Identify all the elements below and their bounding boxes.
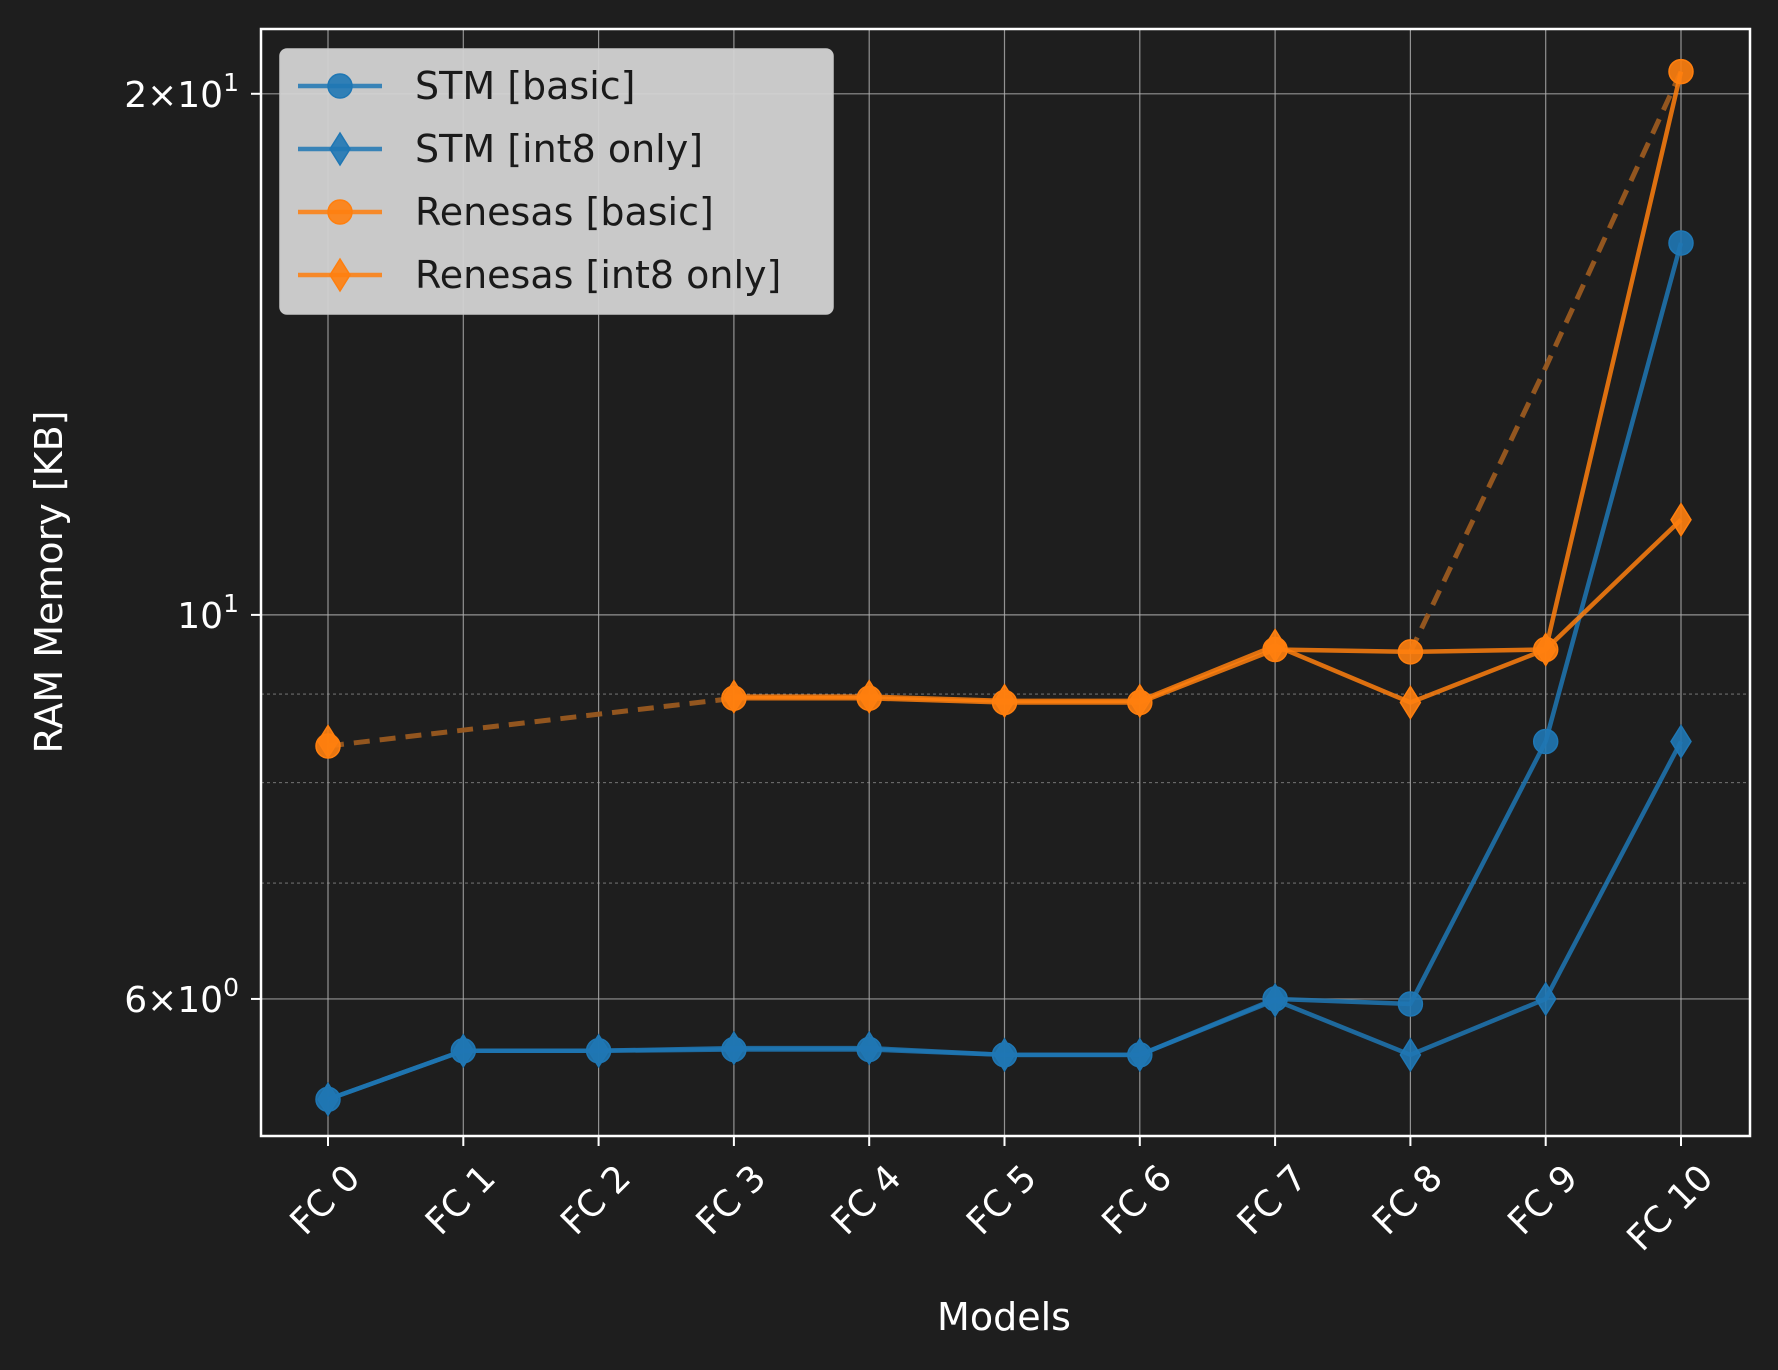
data-point [993,1037,1016,1073]
legend-label: STM [int8 only] [415,127,703,171]
series-renesas-int8-only [317,502,1692,759]
data-point [993,683,1016,719]
x-axis-label: Models [937,1295,1071,1339]
data-point [1128,683,1151,719]
y-tick-label: 6×100 [124,973,239,1021]
legend-marker [327,199,353,225]
data-point [1399,685,1422,720]
legend-label: Renesas [basic] [415,190,714,234]
data-point [317,724,339,759]
data-point [1532,728,1559,755]
data-point [1668,58,1694,85]
data-point [1128,1037,1151,1073]
data-point [452,1033,475,1069]
data-point [723,679,745,715]
legend-marker [329,257,351,293]
legend-entry: STM [basic] [298,64,636,108]
legend-marker [327,73,353,99]
y-axis-label: RAM Memory [KB] [27,411,71,754]
legend-label: STM [basic] [415,64,636,108]
data-point [1264,628,1286,663]
legend-marker [329,131,351,167]
data-point [723,1030,745,1066]
data-point [1399,1037,1422,1073]
data-point [1670,502,1692,538]
legend-entry: Renesas [basic] [298,190,714,234]
data-point [1534,981,1557,1017]
legend-label: Renesas [int8 only] [415,253,781,297]
dashed-trend-lines [327,70,1684,749]
data-point [858,1030,881,1066]
y-tick-label: 2×101 [124,68,239,116]
legend-entry: STM [int8 only] [298,127,703,171]
data-point [1264,982,1286,1018]
series-line [733,518,1683,705]
data-point [1670,724,1692,759]
dashed-trend-line [327,695,735,749]
legend-entry: Renesas [int8 only] [298,253,781,297]
series-stm-int8-only [317,724,1692,1117]
data-point [587,1033,610,1069]
legend-box [279,48,834,315]
grid-lines [261,29,1750,1136]
data-point [1534,632,1557,667]
data-point [858,679,881,715]
dashed-trend-line [1408,70,1684,653]
data-point [317,1081,339,1117]
legend: STM [basic] STM [int8 only] Renesas [basic… [279,48,834,315]
data-point [1397,639,1424,665]
data-point [1668,230,1694,256]
data-series [315,58,1694,1117]
data-point [1397,991,1424,1017]
